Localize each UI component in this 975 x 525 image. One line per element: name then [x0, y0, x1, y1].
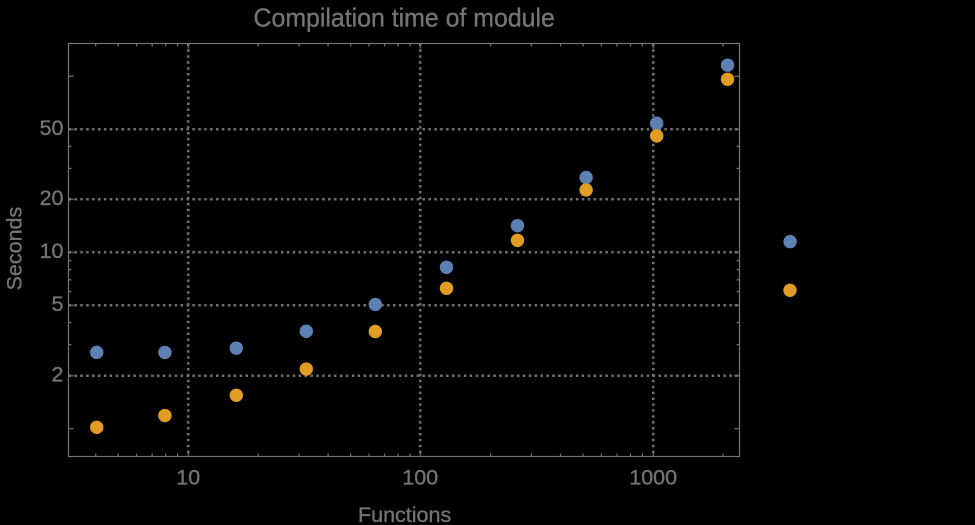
svg-text:1000: 1000: [629, 465, 677, 489]
svg-text:5: 5: [52, 292, 64, 316]
svg-text:2: 2: [52, 362, 64, 386]
svg-text:10: 10: [176, 465, 200, 489]
svg-text:Functions: Functions: [358, 503, 451, 525]
svg-text:20: 20: [40, 186, 64, 210]
svg-text:Compilation time of module: Compilation time of module: [254, 2, 555, 32]
svg-text:10: 10: [40, 239, 64, 263]
svg-text:50: 50: [40, 116, 64, 140]
svg-text:100: 100: [402, 465, 438, 489]
svg-text:Seconds: Seconds: [3, 207, 27, 291]
